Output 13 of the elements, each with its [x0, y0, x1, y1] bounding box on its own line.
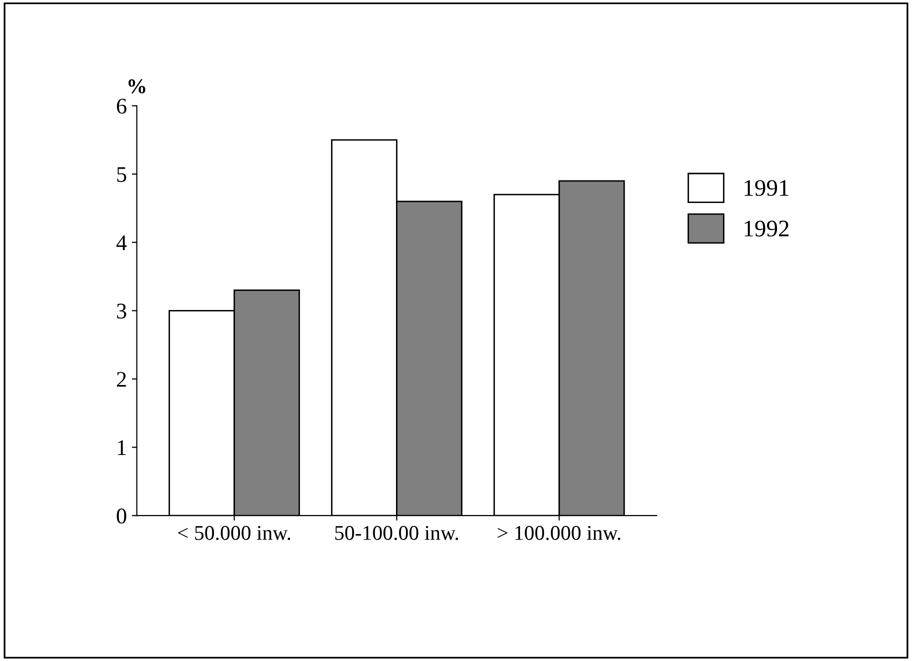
- x-tick-label: > 100.000 inw.: [498, 526, 620, 540]
- legend-label: 1992: [744, 220, 789, 237]
- y-tick-label: 2: [116, 372, 126, 387]
- y-tick-label: 6: [116, 98, 126, 114]
- y-tick-label: 3: [117, 304, 126, 319]
- y-tick-label: 4: [116, 235, 127, 250]
- y-axis-title: %: [128, 79, 146, 94]
- y-tick-label: 0: [116, 508, 126, 524]
- y-tick-label: 1: [118, 440, 126, 455]
- legend-label: 1991: [744, 180, 788, 196]
- x-tick-label: < 50.000 inw.: [178, 526, 290, 540]
- x-tick-label: 50-100.00 inw.: [335, 526, 458, 540]
- y-tick-label: 5: [117, 167, 126, 182]
